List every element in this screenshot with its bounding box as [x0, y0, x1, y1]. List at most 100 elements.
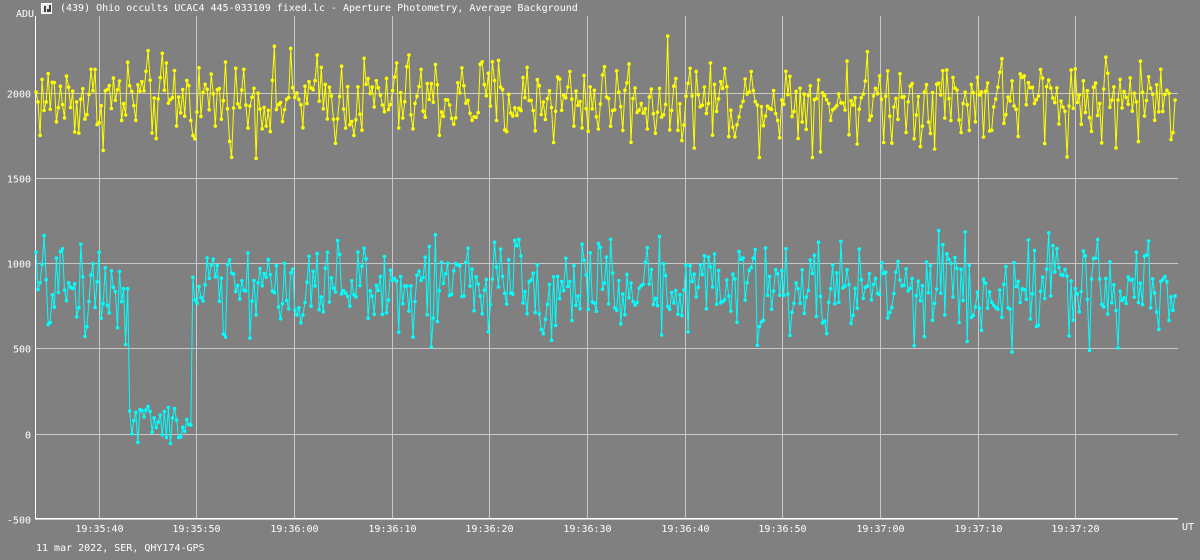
- data-point: [523, 289, 527, 294]
- data-point: [843, 108, 847, 112]
- data-point: [771, 88, 776, 93]
- data-point: [168, 441, 173, 446]
- series-line: [35, 230, 1176, 444]
- data-point: [1073, 286, 1077, 291]
- data-point: [370, 85, 375, 89]
- data-point: [368, 91, 373, 96]
- data-point: [873, 276, 878, 281]
- data-point: [472, 308, 476, 313]
- data-point: [374, 78, 379, 83]
- data-point: [1144, 253, 1149, 257]
- data-point: [303, 300, 307, 305]
- series-layer: [34, 34, 1177, 446]
- data-point: [672, 301, 676, 305]
- data-point: [513, 238, 517, 243]
- data-point: [189, 423, 193, 427]
- data-point: [561, 288, 566, 293]
- data-point: [1040, 275, 1045, 280]
- data-point: [185, 417, 189, 422]
- data-point: [727, 134, 731, 139]
- data-point: [60, 247, 65, 251]
- data-point: [466, 98, 470, 103]
- data-point: [44, 278, 48, 282]
- data-point: [1077, 310, 1082, 314]
- data-point: [68, 105, 73, 110]
- data-point: [645, 246, 650, 250]
- data-point: [403, 100, 407, 104]
- data-point: [321, 310, 326, 314]
- data-point: [592, 301, 597, 305]
- data-point: [782, 293, 786, 298]
- data-point: [107, 311, 112, 315]
- data-point: [476, 282, 481, 286]
- window-title: (439) Ohio occults UCAC4 445-033109 fixe…: [60, 3, 578, 14]
- x-tick-label: 19:37:10: [954, 524, 1002, 535]
- data-point: [258, 266, 262, 271]
- data-point: [105, 303, 110, 308]
- data-point: [596, 241, 601, 246]
- data-point: [547, 282, 552, 287]
- data-point: [72, 282, 77, 286]
- data-point: [360, 128, 364, 132]
- data-point: [702, 254, 707, 258]
- data-point: [853, 286, 857, 291]
- data-point: [156, 420, 160, 424]
- data-point: [1157, 327, 1161, 332]
- data-point: [517, 106, 521, 111]
- data-point: [977, 306, 982, 310]
- data-point: [957, 320, 961, 325]
- data-point: [441, 114, 446, 119]
- data-point: [123, 342, 128, 347]
- data-point: [718, 79, 723, 84]
- data-point: [345, 84, 350, 89]
- data-point: [158, 75, 163, 80]
- data-point: [34, 250, 38, 255]
- data-point: [388, 268, 393, 273]
- data-point: [297, 97, 301, 102]
- data-point: [354, 118, 358, 122]
- data-point: [180, 425, 185, 430]
- data-point: [409, 113, 413, 117]
- data-point: [52, 80, 57, 85]
- data-point: [706, 101, 711, 106]
- data-point: [914, 113, 919, 117]
- data-point: [757, 155, 762, 160]
- x-tick-label: 19:35:50: [172, 524, 220, 535]
- data-point: [991, 105, 996, 109]
- data-point: [541, 331, 546, 336]
- data-point: [879, 260, 884, 265]
- data-point: [568, 279, 572, 284]
- data-point: [623, 312, 627, 317]
- data-point: [384, 311, 389, 315]
- data-point: [515, 243, 519, 248]
- data-point: [1079, 289, 1084, 294]
- data-point: [769, 107, 774, 112]
- data-point: [930, 318, 935, 323]
- data-point: [824, 98, 829, 102]
- data-point: [58, 84, 63, 89]
- data-point: [478, 62, 483, 66]
- data-point: [83, 117, 87, 121]
- data-point: [788, 74, 792, 79]
- data-point: [1122, 296, 1126, 300]
- data-point: [1016, 134, 1020, 139]
- data-point: [231, 106, 236, 110]
- data-point: [869, 298, 874, 302]
- data-point: [115, 325, 120, 330]
- data-point: [951, 295, 955, 299]
- data-point: [945, 252, 949, 256]
- data-point: [763, 114, 768, 118]
- data-point: [394, 279, 399, 283]
- data-point: [127, 409, 132, 413]
- data-point: [765, 293, 770, 298]
- data-point: [759, 104, 764, 109]
- data-point: [1008, 307, 1012, 312]
- data-point: [1146, 239, 1151, 243]
- data-point: [796, 287, 800, 291]
- data-point: [741, 99, 745, 104]
- data-point: [555, 274, 560, 279]
- data-point: [284, 298, 289, 303]
- data-point: [290, 267, 295, 271]
- data-point: [663, 273, 668, 278]
- data-point: [973, 305, 978, 309]
